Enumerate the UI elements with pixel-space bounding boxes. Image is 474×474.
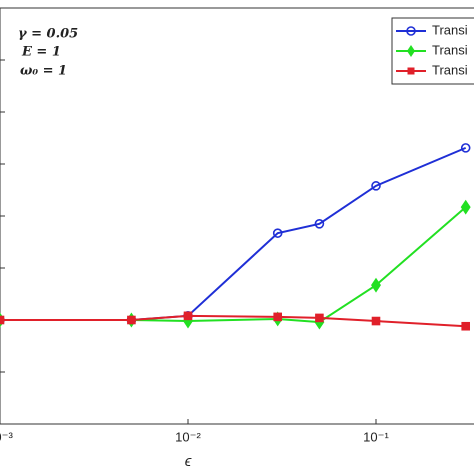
legend-label: Transi (432, 62, 468, 77)
marker (314, 219, 325, 229)
marker (371, 181, 381, 191)
marker (273, 312, 282, 322)
series-line (0, 314, 466, 328)
legend-marker (407, 45, 415, 57)
series-line (0, 146, 467, 321)
legend-marker (407, 67, 415, 75)
marker (371, 316, 381, 326)
marker (461, 321, 470, 331)
marker (0, 315, 5, 325)
annotation: E = 1 (21, 45, 61, 60)
marker (460, 143, 471, 153)
x-tick-label: 10⁻² (175, 429, 201, 444)
x-axis-label: ϵ (185, 453, 192, 470)
marker (183, 311, 193, 321)
annotation: ω₀ = 1 (20, 64, 67, 79)
marker (272, 228, 283, 238)
legend-label: Transi (432, 42, 468, 57)
x-tick-label: 10⁻¹ (363, 429, 389, 444)
marker (315, 313, 324, 323)
legend-label: Transi (432, 22, 468, 37)
marker (127, 315, 136, 325)
x-tick-label: 10⁻³ (0, 429, 13, 444)
marker (460, 199, 471, 215)
marker (371, 277, 381, 293)
annotation: γ = 0.05 (18, 27, 78, 42)
series-line (0, 206, 467, 324)
plot-frame (0, 7, 474, 425)
legend-marker (406, 26, 416, 36)
